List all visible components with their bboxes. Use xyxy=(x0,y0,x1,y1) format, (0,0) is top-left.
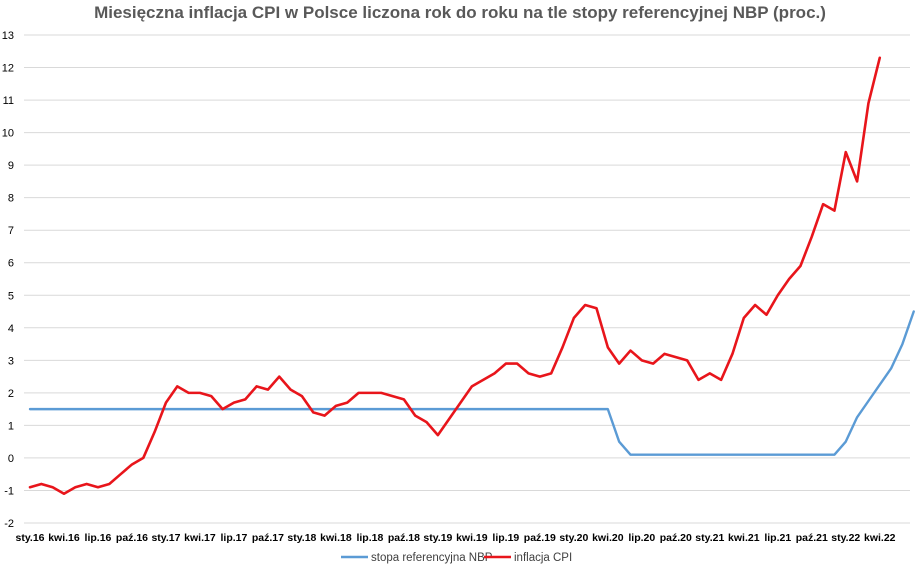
y-tick-label: -1 xyxy=(4,485,14,497)
y-tick-label: 9 xyxy=(8,160,14,172)
nbp-rate-line xyxy=(28,310,915,456)
y-tick-label: 4 xyxy=(8,323,14,335)
y-tick-label: 8 xyxy=(8,193,14,205)
chart-title: Miesięczna inflacja CPI w Polsce liczona… xyxy=(94,3,826,22)
y-tick-label: 10 xyxy=(2,128,14,140)
legend-label-nbp-rate: stopa referencyjna NBP xyxy=(371,552,493,564)
x-tick-label: sty.21 xyxy=(695,532,724,544)
x-tick-label: paź.20 xyxy=(660,532,692,544)
x-tick-label: paź.16 xyxy=(116,532,148,544)
x-tick-label: sty.17 xyxy=(151,532,180,544)
y-tick-label: 3 xyxy=(8,355,14,367)
x-tick-label: kwi.21 xyxy=(728,532,760,544)
x-tick-label: lip.16 xyxy=(85,532,112,544)
y-tick-label: 6 xyxy=(8,258,14,270)
x-tick-label: kwi.18 xyxy=(320,532,352,544)
x-tick-label: sty.19 xyxy=(423,532,452,544)
x-tick-label: kwi.19 xyxy=(456,532,488,544)
x-tick-label: lip.20 xyxy=(628,532,655,544)
cpi-line xyxy=(28,56,882,496)
series-lines xyxy=(28,56,915,496)
y-tick-label: 7 xyxy=(8,225,14,237)
x-tick-label: kwi.17 xyxy=(184,532,216,544)
y-tick-label: 12 xyxy=(2,63,14,75)
x-tick-label: sty.20 xyxy=(559,532,588,544)
y-tick-label: 13 xyxy=(2,30,14,42)
y-tick-label: 5 xyxy=(8,290,14,302)
legend-label-cpi: inflacja CPI xyxy=(514,552,572,564)
y-tick-label: 0 xyxy=(8,453,14,465)
x-tick-label: kwi.22 xyxy=(864,532,896,544)
x-tick-label: paź.18 xyxy=(388,532,420,544)
y-tick-label: 11 xyxy=(3,95,14,107)
y-tick-label: -2 xyxy=(4,518,14,530)
x-tick-label: lip.17 xyxy=(221,532,248,544)
x-tick-label: paź.17 xyxy=(252,532,284,544)
x-tick-label: lip.19 xyxy=(492,532,519,544)
x-tick-label: kwi.20 xyxy=(592,532,624,544)
x-axis: sty.16 kwi.16 lip.16 paź.16 sty.17 kwi.17 lip.… xyxy=(16,532,896,544)
x-tick-label: sty.22 xyxy=(831,532,860,544)
y-tick-label: 1 xyxy=(8,420,14,432)
gridlines xyxy=(24,34,910,524)
x-tick-label: paź.19 xyxy=(524,532,556,544)
x-tick-label: lip.18 xyxy=(356,532,383,544)
x-tick-label: kwi.16 xyxy=(48,532,80,544)
x-tick-label: sty.18 xyxy=(287,532,316,544)
y-tick-label: 2 xyxy=(8,388,14,400)
x-tick-label: lip.21 xyxy=(764,532,791,544)
x-tick-label: paź.21 xyxy=(796,532,828,544)
x-tick-label: sty.16 xyxy=(16,532,45,544)
legend: stopa referencyjna NBP inflacja CPI xyxy=(341,552,572,564)
